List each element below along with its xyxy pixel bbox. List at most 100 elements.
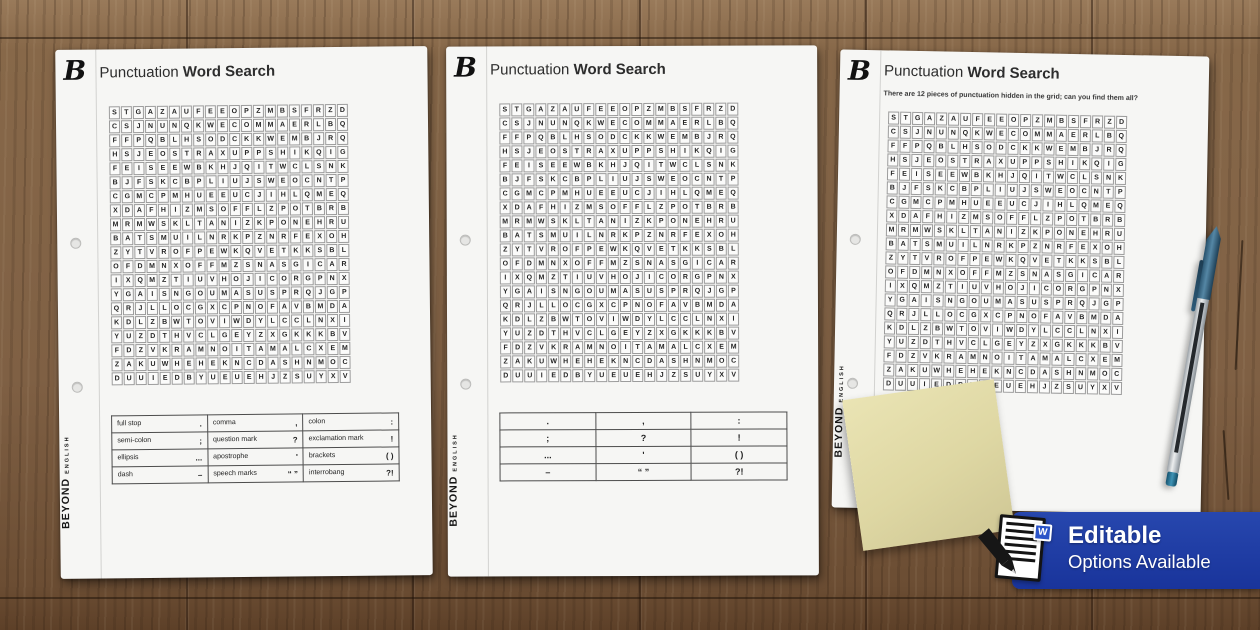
grid-cell: S (703, 242, 715, 256)
grid-cell: F (691, 102, 703, 116)
grid-cell: K (219, 357, 231, 371)
grid-cell: S (1016, 295, 1028, 310)
word-w-icon: W (1033, 523, 1053, 542)
vertical-brand-text: BEYOND ENGLISH (54, 359, 73, 529)
grid-cell: M (267, 342, 279, 356)
grid-cell: T (955, 322, 968, 336)
grid-cell: R (943, 350, 955, 364)
legend-cell: ( ) (691, 445, 788, 464)
grid-cell: V (207, 315, 219, 329)
legend-cell: ... (499, 446, 596, 464)
grid-cell: U (1006, 197, 1018, 211)
grid-cell: C (691, 172, 703, 186)
grid-cell: V (1110, 381, 1123, 395)
grid-cell: R (1064, 296, 1076, 311)
grid-cell: R (1103, 143, 1115, 157)
grid-cell: A (133, 204, 145, 218)
grid-cell: E (217, 189, 229, 203)
page-title: Punctuation Word Search (490, 61, 666, 79)
grid-cell: U (595, 285, 607, 299)
grid-cell: R (715, 214, 727, 228)
grid-cell: C (619, 117, 631, 131)
grid-cell: N (315, 314, 327, 328)
grid-cell: F (511, 131, 523, 145)
grid-cell: Z (242, 216, 254, 231)
grid-cell: M (584, 341, 596, 355)
grid-cell: K (1079, 157, 1091, 171)
grid-cell: T (632, 340, 644, 355)
grid-cell: Y (499, 285, 511, 299)
grid-cell: A (183, 343, 195, 357)
grid-cell: M (133, 190, 145, 204)
grid-cell: U (123, 330, 135, 344)
grid-cell: F (655, 298, 668, 312)
grid-cell: Q (1076, 297, 1088, 311)
grid-cell: D (1115, 115, 1128, 130)
grid-cell: N (559, 117, 571, 131)
grid-cell: V (339, 327, 351, 342)
grid-cell: J (703, 284, 715, 298)
grid-cell: I (110, 274, 122, 288)
grid-cell: J (631, 172, 643, 187)
grid-cell: S (535, 229, 547, 243)
grid-cell: Y (883, 335, 895, 349)
grid-cell: O (991, 351, 1003, 365)
grid-cell: G (122, 288, 134, 302)
grid-cell: X (315, 342, 327, 356)
grid-cell: Y (632, 326, 644, 341)
grid-cell: U (619, 173, 631, 187)
grid-cell: O (983, 141, 995, 155)
grid-cell: I (956, 280, 969, 294)
grid-cell: E (231, 329, 243, 343)
grid-cell: D (243, 314, 255, 329)
grid-cell: O (1101, 241, 1113, 255)
grid-cell: D (336, 103, 348, 118)
legend-symbol: ! (390, 433, 394, 443)
grid-cell: R (715, 130, 727, 144)
grid-cell: M (679, 130, 691, 144)
grid-cell: U (945, 238, 957, 252)
grid-cell: E (535, 145, 547, 159)
grid-cell: Q (302, 286, 314, 300)
grid-cell: Y (500, 327, 512, 341)
grid-cell: N (1003, 365, 1015, 379)
grid-cell: O (957, 266, 969, 280)
grid-cell: T (944, 280, 957, 294)
grid-cell: E (608, 369, 620, 383)
grid-cell: P (727, 284, 739, 298)
grid-cell: M (339, 341, 351, 356)
grid-cell: S (547, 285, 559, 299)
editable-options-badge[interactable]: Editable Options Available (1012, 512, 1260, 589)
grid-cell: K (1065, 254, 1077, 269)
grid-cell: U (337, 215, 350, 230)
grid-cell: O (885, 265, 897, 279)
grid-cell: W (931, 364, 943, 378)
grid-cell: C (289, 160, 301, 174)
grid-cell: L (547, 299, 560, 313)
grid-cell: A (910, 209, 922, 224)
legend-cell: apostrophe ' (207, 447, 304, 466)
grid-cell: E (716, 340, 728, 354)
grid-cell: L (703, 116, 715, 130)
grid-cell: P (157, 189, 169, 203)
grid-cell: O (195, 315, 207, 329)
grid-cell: O (667, 214, 679, 228)
grid-cell: S (511, 145, 523, 159)
grid-cell: E (981, 253, 993, 267)
grid-cell: E (216, 105, 228, 119)
grid-cell: R (667, 228, 679, 242)
grid-cell: W (983, 127, 995, 141)
grid-cell: V (1064, 310, 1076, 325)
grid-cell: K (291, 328, 303, 342)
grid-cell: K (1087, 339, 1099, 353)
grid-cell: I (643, 158, 655, 172)
grid-cell: A (255, 342, 267, 356)
grid-cell: R (583, 145, 595, 159)
grid-cell: M (169, 189, 181, 203)
grid-cell: H (181, 133, 193, 147)
grid-cell: K (982, 169, 995, 183)
grid-cell: N (1102, 171, 1115, 185)
grid-cell: Y (195, 371, 207, 385)
grid-cell: E (934, 168, 947, 182)
grid-cell: M (110, 218, 122, 232)
